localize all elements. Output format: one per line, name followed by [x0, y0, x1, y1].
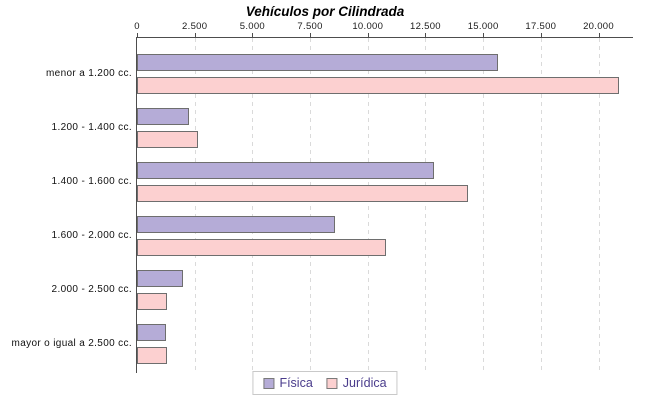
- bar-fisica: [137, 54, 498, 71]
- legend-label-fisica: Física: [279, 376, 313, 390]
- x-gridline: [425, 38, 427, 373]
- x-tick-mark: [137, 33, 138, 37]
- legend-label-juridica: Jurídica: [342, 376, 387, 390]
- bar-fisica: [137, 162, 434, 179]
- bar-juridica: [137, 293, 167, 310]
- x-tick-mark: [483, 33, 485, 37]
- x-tick-label: 2.500: [182, 21, 208, 32]
- bar-juridica: [137, 239, 386, 256]
- x-gridline: [194, 38, 196, 373]
- x-gridline: [483, 38, 485, 373]
- x-tick-mark: [252, 33, 254, 37]
- category-label: mayor o igual a 2.500 cc.: [11, 338, 132, 349]
- x-tick-mark: [598, 33, 600, 37]
- x-gridline: [252, 38, 254, 373]
- x-tick-label: 0: [134, 21, 140, 32]
- plot-area: 0 2.500 5.000 7.500 10.000 12.500 15.000 17.500…: [134, 21, 633, 373]
- bar-fisica: [137, 270, 183, 287]
- legend: Física Jurídica: [252, 371, 398, 395]
- x-axis-line: [136, 37, 633, 38]
- category-label: 2.000 - 2.500 cc.: [51, 284, 132, 295]
- x-tick-mark: [540, 33, 542, 37]
- bar-fisica: [137, 324, 166, 341]
- x-tick-label: 15.000: [467, 21, 499, 32]
- x-gridline: [367, 38, 369, 373]
- legend-item-fisica: Física: [263, 376, 313, 390]
- x-tick-label: 12.500: [410, 21, 441, 32]
- x-gridline: [310, 38, 312, 373]
- legend-swatch-fisica: [263, 377, 275, 389]
- bar-fisica: [137, 216, 335, 233]
- x-tick-label: 5.000: [239, 21, 266, 32]
- bar-juridica: [137, 77, 619, 94]
- category-label: 1.600 - 2.000 cc.: [51, 230, 132, 241]
- x-tick-label: 7.500: [297, 21, 323, 32]
- bar-juridica: [137, 185, 468, 202]
- x-gridline: [598, 38, 600, 373]
- x-tick-label: 20.000: [583, 21, 614, 32]
- bar-juridica: [137, 347, 167, 364]
- legend-swatch-juridica: [326, 377, 338, 389]
- x-tick-mark: [367, 33, 369, 37]
- category-label: 1.200 - 1.400 cc.: [51, 122, 132, 133]
- bar-fisica: [137, 108, 189, 125]
- x-gridline: [540, 38, 542, 373]
- x-tick-label: 10.000: [352, 21, 384, 32]
- y-axis-line: [136, 37, 137, 373]
- bar-juridica: [137, 131, 198, 148]
- x-tick-label: 17.500: [525, 21, 557, 32]
- category-label: 1.400 - 1.600 cc.: [51, 176, 132, 187]
- x-tick-mark: [310, 33, 312, 37]
- category-label: menor a 1.200 cc.: [46, 68, 132, 79]
- x-tick-mark: [425, 33, 427, 37]
- legend-item-juridica: Jurídica: [326, 376, 387, 390]
- chart-title: Vehículos por Cilindrada: [245, 4, 405, 19]
- x-tick-mark: [194, 33, 196, 37]
